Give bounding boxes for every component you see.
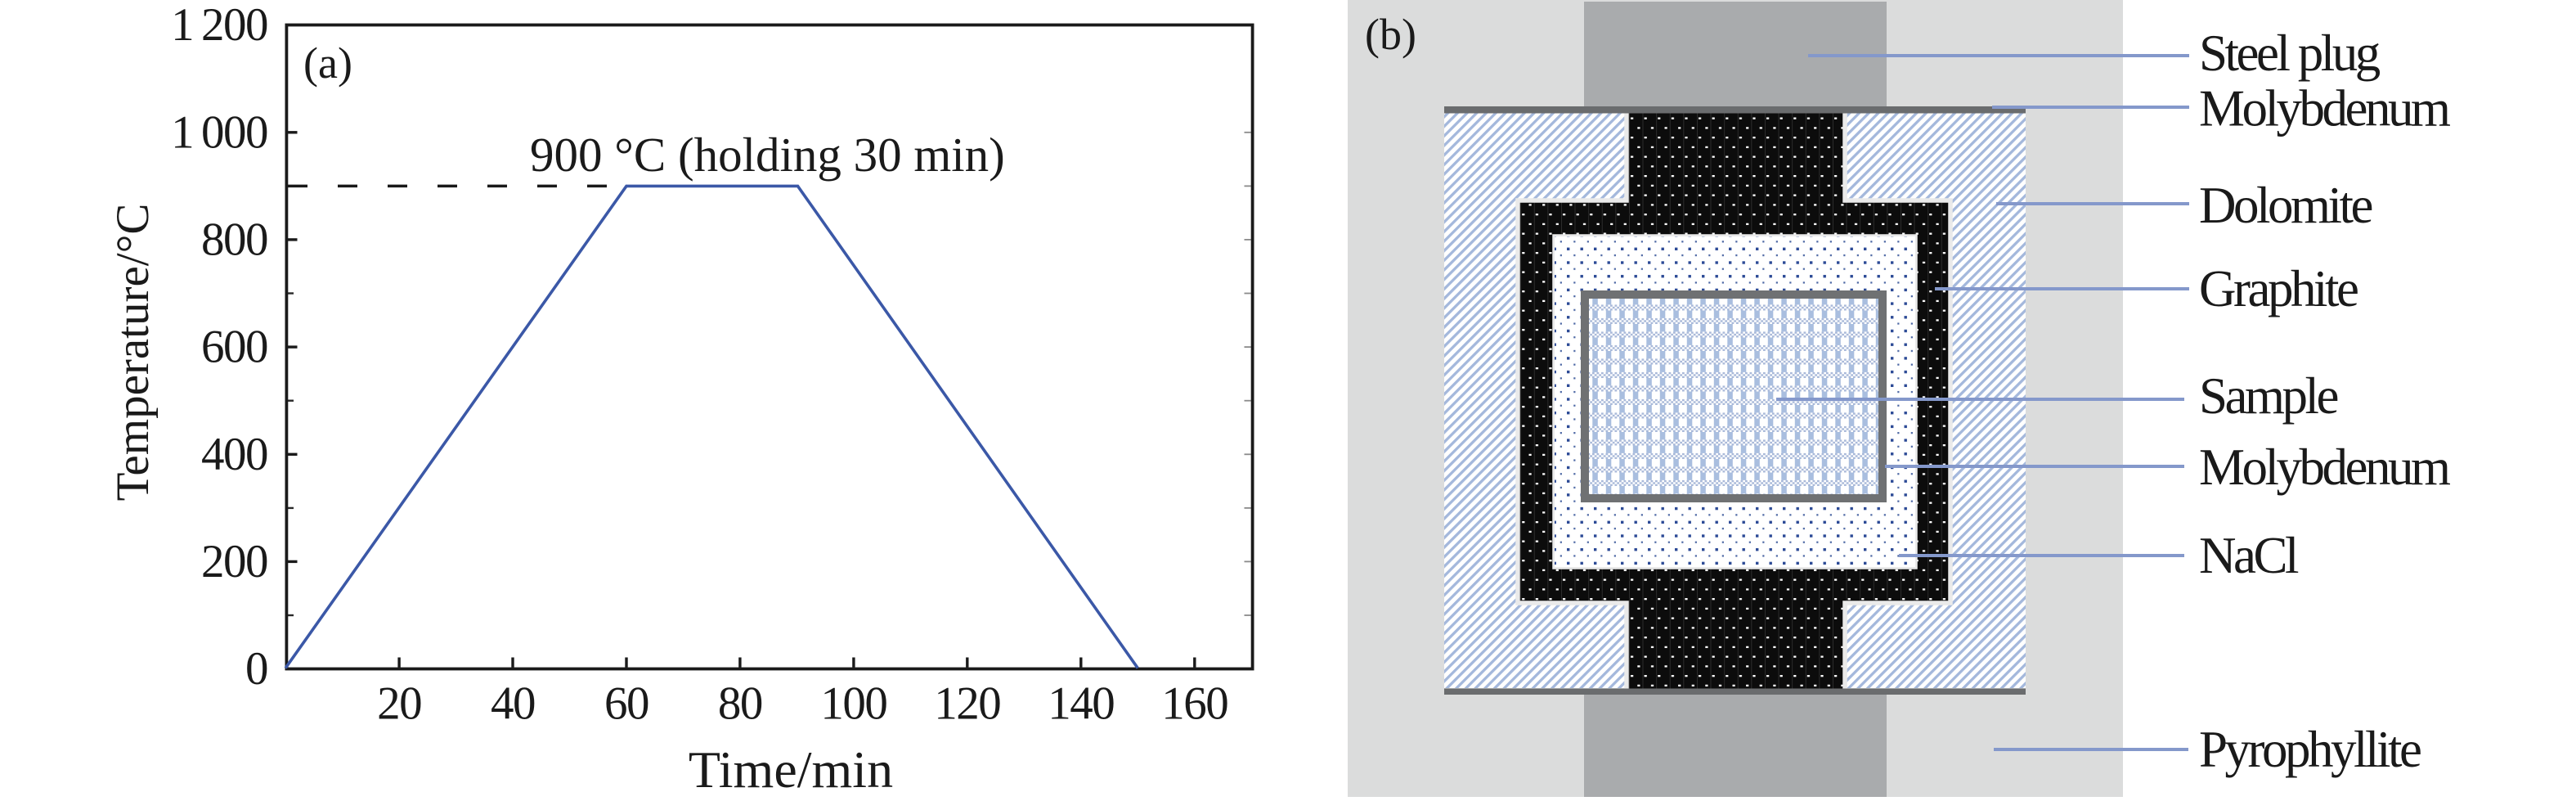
svg-text:Molybdenum: Molybdenum: [2199, 439, 2451, 496]
svg-text:(b): (b): [1365, 10, 1416, 59]
svg-text:NaCl: NaCl: [2199, 527, 2299, 584]
svg-text:600: 600: [201, 322, 267, 373]
svg-text:Sample: Sample: [2199, 367, 2338, 425]
svg-text:(a): (a): [303, 38, 352, 88]
svg-text:Temperature/°C: Temperature/°C: [107, 204, 159, 502]
svg-text:120: 120: [934, 677, 1000, 729]
svg-text:900 °C (holding 30 min): 900 °C (holding 30 min): [530, 128, 1005, 182]
svg-text:100: 100: [820, 677, 886, 729]
svg-text:Pyrophyllite: Pyrophyllite: [2199, 721, 2421, 778]
svg-text:800: 800: [201, 214, 267, 265]
svg-text:400: 400: [201, 429, 267, 480]
svg-text:140: 140: [1048, 677, 1114, 729]
svg-text:Graphite: Graphite: [2199, 260, 2358, 317]
svg-text:60: 60: [604, 677, 648, 729]
svg-text:80: 80: [718, 677, 762, 729]
svg-text:160: 160: [1161, 677, 1227, 729]
svg-text:200: 200: [201, 536, 267, 587]
svg-text:40: 40: [491, 677, 535, 729]
svg-text:1 200: 1 200: [171, 0, 267, 51]
svg-text:Molybdenum: Molybdenum: [2199, 80, 2451, 137]
svg-text:Steel plug: Steel plug: [2199, 25, 2381, 82]
svg-text:20: 20: [377, 677, 421, 729]
svg-text:Time/min: Time/min: [689, 740, 893, 797]
svg-text:0: 0: [245, 643, 267, 695]
svg-text:1 000: 1 000: [171, 106, 267, 158]
svg-text:Dolomite: Dolomite: [2199, 177, 2372, 234]
